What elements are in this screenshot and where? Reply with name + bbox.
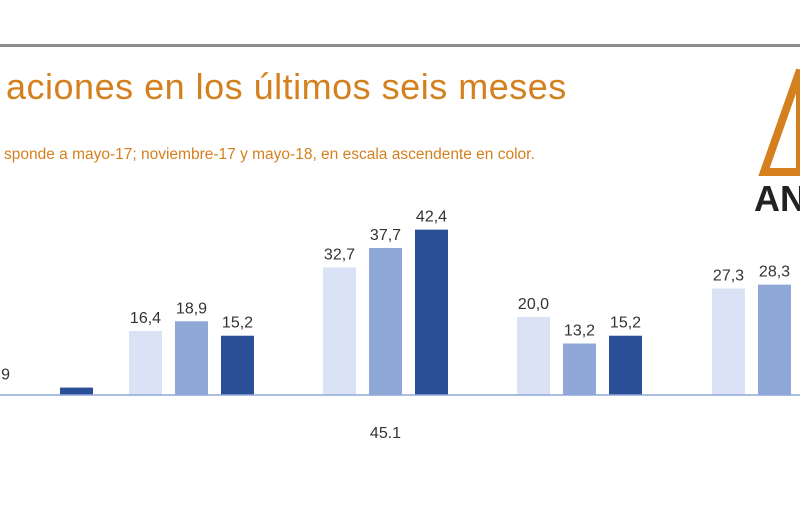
data-label-g1-s0: 16,4: [130, 310, 161, 327]
page-title: aciones en los últimos seis meses: [6, 66, 567, 107]
triangle-logo-icon: [758, 68, 800, 176]
bar-g2-s2: [415, 229, 448, 395]
data-label-g2-s0: 32,7: [324, 246, 355, 263]
bar-g1-s0: [129, 331, 162, 395]
bar-g1-s2: [221, 335, 254, 395]
category-label-2: 45.1: [370, 425, 401, 442]
bar-g2-s0: [323, 267, 356, 395]
data-label-g0-s2: 9: [1, 367, 10, 384]
data-label-g1-s2: 15,2: [222, 315, 253, 332]
data-label-g4-s1: 28,3: [759, 264, 790, 281]
page-subtitle: sponde a mayo-17; noviembre-17 y mayo-18…: [4, 146, 535, 163]
bar-g3-s2: [609, 335, 642, 395]
data-label-g4-s0: 27,3: [713, 268, 744, 285]
bar-g0-s2: [60, 387, 93, 395]
bar-g2-s1: [369, 247, 402, 395]
bar-g4-s0: [712, 288, 745, 395]
data-label-g3-s1: 13,2: [564, 323, 595, 340]
top-rule: [0, 44, 800, 47]
bar-g4-s1: [758, 284, 791, 395]
data-label-g3-s0: 20,0: [518, 296, 549, 313]
bar-g3-s0: [517, 317, 550, 395]
logo-text: AN: [754, 178, 800, 219]
data-label-g2-s2: 42,4: [416, 209, 447, 226]
data-label-g3-s2: 15,2: [610, 315, 641, 332]
data-label-g1-s1: 18,9: [176, 300, 207, 317]
bar-g1-s1: [175, 321, 208, 395]
bar-g3-s1: [563, 343, 596, 395]
data-label-g2-s1: 37,7: [370, 227, 401, 244]
